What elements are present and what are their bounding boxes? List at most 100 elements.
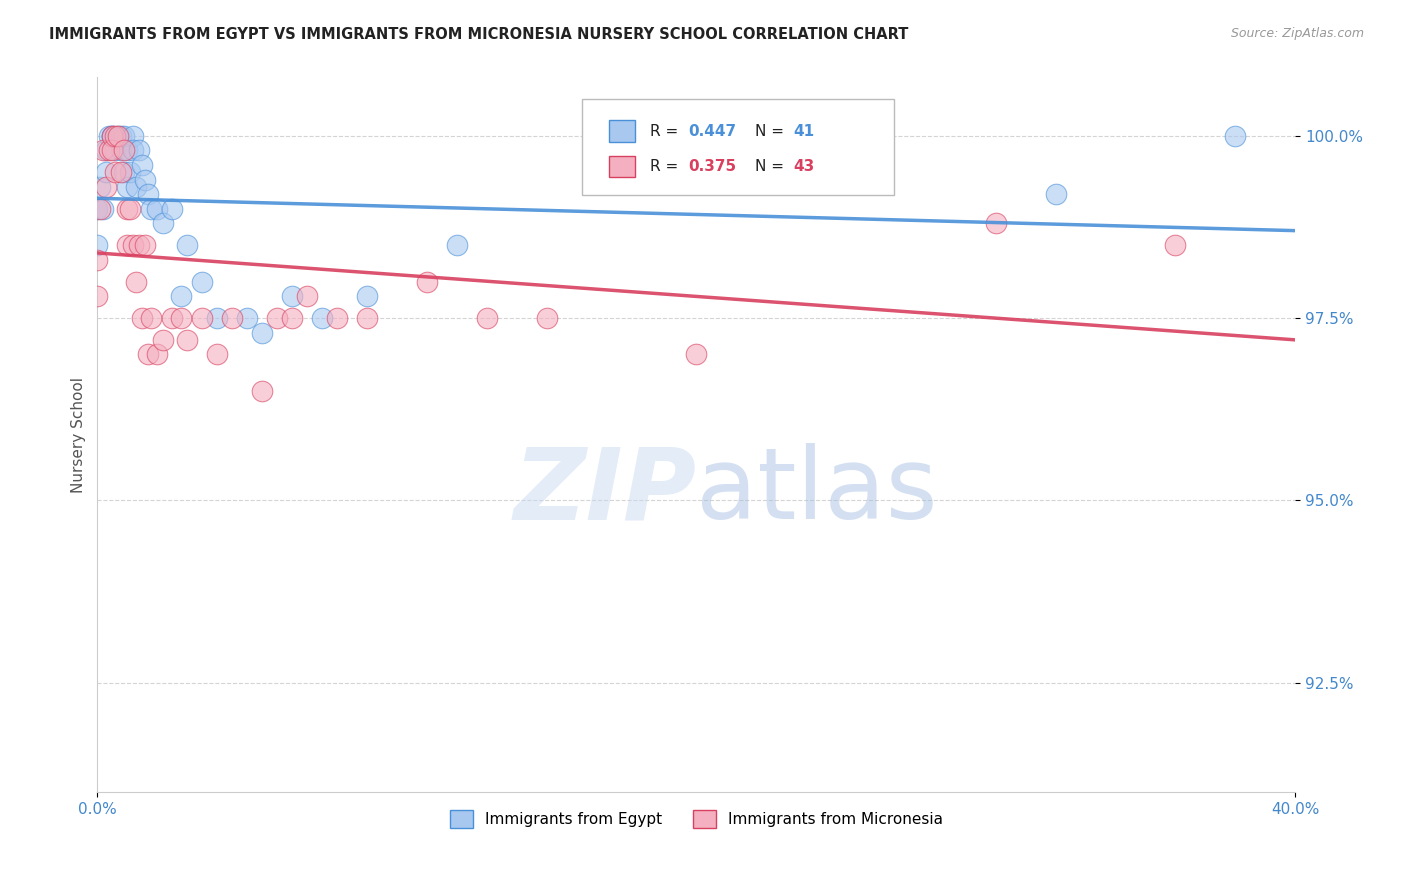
Point [104,144,127,158]
FancyBboxPatch shape [609,156,636,178]
Point [122,128,145,143]
Text: IMMIGRANTS FROM EGYPT VS IMMIGRANTS FROM MICRONESIA NURSERY SCHOOL CORRELATION C: IMMIGRANTS FROM EGYPT VS IMMIGRANTS FROM… [49,27,908,42]
Point [104,128,127,143]
Text: 41: 41 [793,123,814,138]
Point [191,311,214,326]
Point [107,128,129,143]
Point [176,333,198,347]
Y-axis label: Nursery School: Nursery School [72,376,86,492]
Point [146,347,169,361]
Point [122,238,145,252]
Point [281,311,304,326]
Point [281,289,304,303]
Point [96,144,118,158]
Point [205,311,228,326]
Point [131,158,153,172]
Text: R =: R = [650,123,683,138]
Point [136,187,159,202]
Point [91,144,114,158]
Point [170,311,193,326]
Point [141,202,163,216]
Point [446,238,468,252]
Point [112,128,135,143]
Point [250,384,273,398]
Point [205,347,228,361]
Point [221,311,243,326]
Point [326,311,349,326]
Point [117,144,139,158]
Text: 43: 43 [793,160,814,174]
Point [112,144,135,158]
Point [356,289,378,303]
Point [475,311,498,326]
Point [128,238,150,252]
Point [266,311,288,326]
Point [125,275,148,289]
Point [101,128,124,143]
Point [984,216,1007,230]
Point [1045,187,1067,202]
Point [101,128,124,143]
Point [416,275,439,289]
Point [86,202,108,216]
Point [311,311,333,326]
Point [120,202,142,216]
Point [134,238,156,252]
Text: N =: N = [755,123,789,138]
Point [146,202,169,216]
Text: 0.375: 0.375 [688,160,735,174]
Point [152,333,174,347]
Point [104,165,127,179]
Point [122,144,145,158]
Point [176,238,198,252]
Point [110,128,132,143]
Point [191,275,214,289]
Point [685,347,707,361]
Point [101,128,124,143]
Text: Source: ZipAtlas.com: Source: ZipAtlas.com [1230,27,1364,40]
Point [98,144,121,158]
Point [117,238,139,252]
Point [96,179,118,194]
Text: N =: N = [755,160,789,174]
Point [86,252,108,267]
Text: atlas: atlas [696,443,938,541]
Point [89,179,111,194]
Point [98,128,121,143]
Legend: Immigrants from Egypt, Immigrants from Micronesia: Immigrants from Egypt, Immigrants from M… [444,804,949,834]
Point [134,172,156,186]
Point [128,144,150,158]
Point [120,165,142,179]
Point [160,311,183,326]
Point [1164,238,1187,252]
Point [131,311,153,326]
Point [152,216,174,230]
Point [250,326,273,340]
FancyBboxPatch shape [582,99,894,195]
Point [117,179,139,194]
Point [112,165,135,179]
Point [110,165,132,179]
Point [91,202,114,216]
Point [136,347,159,361]
Point [295,289,318,303]
Point [125,179,148,194]
Text: 0.447: 0.447 [688,123,735,138]
Point [356,311,378,326]
Point [160,202,183,216]
Point [96,165,118,179]
FancyBboxPatch shape [609,120,636,142]
Point [110,144,132,158]
Point [86,289,108,303]
Point [86,238,108,252]
Point [236,311,259,326]
Text: R =: R = [650,160,683,174]
Point [141,311,163,326]
Point [117,202,139,216]
Point [170,289,193,303]
Point [89,202,111,216]
Point [1225,128,1247,143]
Point [536,311,558,326]
Point [107,128,129,143]
Point [101,144,124,158]
